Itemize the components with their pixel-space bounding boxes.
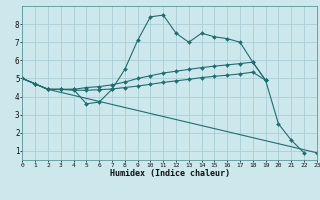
X-axis label: Humidex (Indice chaleur): Humidex (Indice chaleur) — [110, 169, 230, 178]
